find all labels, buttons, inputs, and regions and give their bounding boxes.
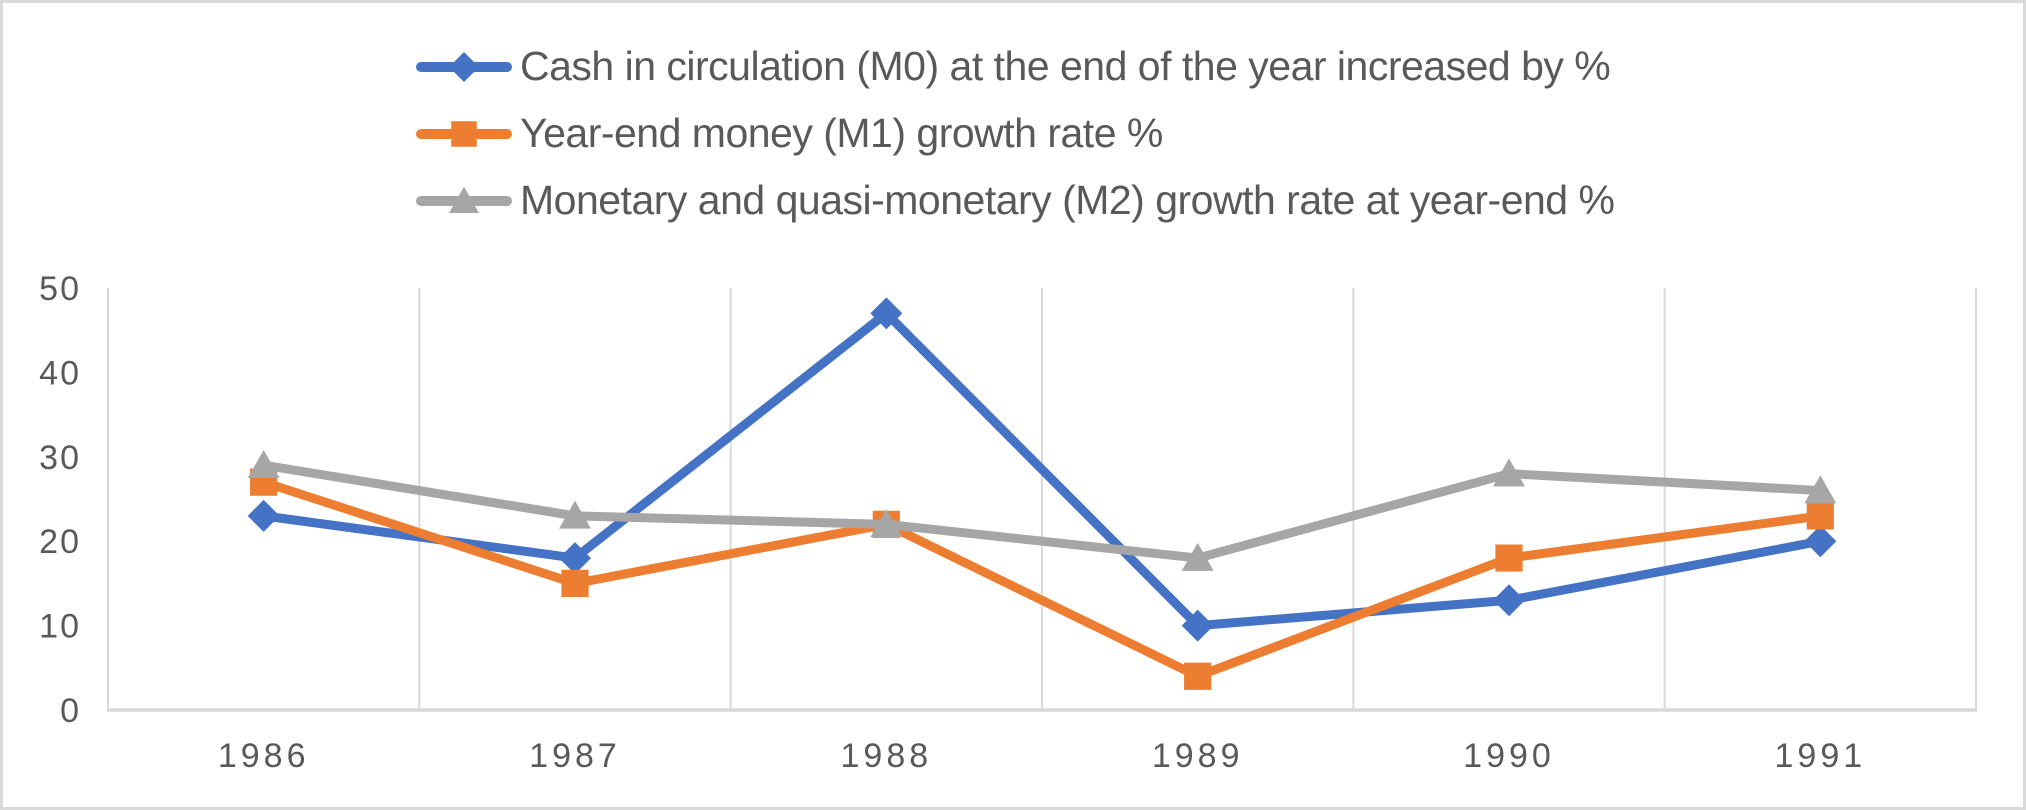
legend-item-m2: Monetary and quasi-monetary (M2) growth …	[416, 167, 1615, 234]
legend-label-m1: Year-end money (M1) growth rate %	[520, 110, 1163, 156]
legend-marker-m1-square-icon	[416, 120, 512, 147]
data-point-marker-diamond	[1493, 584, 1525, 617]
data-point-marker-square	[1806, 502, 1834, 530]
data-point-marker-triangle	[559, 500, 591, 529]
y-axis-tick-label: 50	[39, 270, 81, 308]
legend-marker-m2-triangle-icon	[416, 186, 512, 213]
legend-label-m2: Monetary and quasi-monetary (M2) growth …	[520, 177, 1615, 223]
x-axis-tick-label: 1986	[218, 737, 310, 775]
x-axis-tick-label: 1990	[1463, 737, 1555, 775]
data-point-marker-triangle	[247, 450, 280, 479]
data-point-marker-square	[561, 569, 589, 597]
legend-marker-shape	[449, 51, 479, 82]
y-axis-tick-label: 30	[39, 439, 81, 477]
legend-item-m1: Year-end money (M1) growth rate %	[416, 100, 1614, 167]
series-1	[250, 468, 1834, 690]
data-point-marker-diamond	[559, 542, 591, 575]
series-0	[247, 297, 1837, 642]
series-line-2	[259, 460, 1825, 563]
data-point-marker-diamond	[1181, 609, 1214, 642]
data-point-marker-diamond	[247, 499, 280, 532]
data-point-marker-triangle	[870, 509, 903, 538]
legend-item-m0: Cash in circulation (M0) at the end of t…	[416, 33, 1614, 100]
legend-label-m0: Cash in circulation (M0) at the end of t…	[520, 43, 1611, 89]
y-axis-tick-label: 10	[39, 608, 81, 646]
chart-legend: Cash in circulation (M0) at the end of t…	[416, 33, 1615, 234]
data-point-marker-triangle	[1493, 458, 1525, 487]
x-axis-tick-label: 1988	[841, 737, 933, 775]
series-line-0	[259, 308, 1825, 631]
data-point-marker-square	[1184, 662, 1212, 690]
data-point-marker-square	[1495, 544, 1523, 572]
legend-marker-m0-diamond-icon	[416, 51, 512, 82]
y-axis-tick-label: 40	[39, 354, 81, 392]
data-point-marker-diamond	[870, 297, 903, 330]
x-axis-tick-labels: 1986 1987 1988 1989 1990 1991	[218, 737, 1867, 775]
legend-marker-shape	[451, 120, 477, 147]
y-axis-tick-labels: 0 10 20 30 40 50	[39, 270, 81, 730]
x-axis-tick-label: 1991	[1775, 737, 1867, 775]
series-line-1	[259, 477, 1825, 681]
data-point-marker-triangle	[1804, 475, 1837, 504]
gridlines	[107, 288, 1977, 710]
y-axis-tick-label: 20	[39, 523, 81, 561]
data-point-marker-triangle	[1181, 542, 1214, 571]
series-2	[247, 450, 1837, 571]
legend-marker-shape	[449, 186, 479, 213]
data-point-marker-diamond	[1804, 525, 1837, 558]
x-axis-tick-label: 1989	[1152, 737, 1244, 775]
line-chart-plot-area: 0 10 20 30 40 50 1986 1987 1988 1989 1990 1991	[39, 270, 1977, 775]
x-axis-tick-label: 1987	[529, 737, 621, 775]
y-axis-tick-label: 0	[60, 692, 81, 730]
